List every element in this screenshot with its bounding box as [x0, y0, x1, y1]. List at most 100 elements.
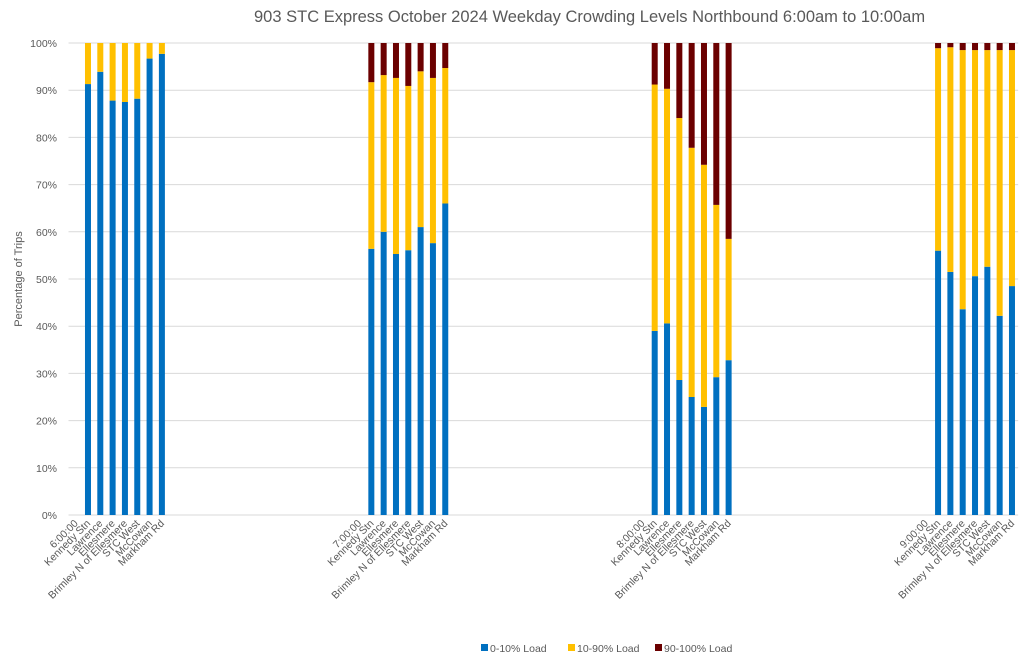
bar-segment-10-90-load: [84, 43, 91, 85]
bar-segment-0-10-load: [651, 330, 658, 515]
bar-segment-10-90-load: [429, 77, 436, 244]
y-tick-label: 80%: [36, 132, 57, 144]
bar-segment-10-90-load: [392, 77, 399, 254]
bar-segment-0-10-load: [972, 276, 979, 515]
bar-segment-0-10-load: [158, 53, 165, 516]
bar-segment-90-100-load: [1008, 43, 1015, 51]
bar-segment-0-10-load: [935, 250, 942, 515]
bar-segment-0-10-load: [442, 203, 449, 516]
bar-segment-0-10-load: [984, 266, 991, 515]
y-tick-label: 50%: [36, 274, 57, 286]
bar-segment-10-90-load: [947, 47, 954, 272]
bar-segment-10-90-load: [1008, 50, 1015, 287]
bar-segment-90-100-load: [429, 43, 436, 78]
bar-segment-10-90-load: [368, 82, 375, 249]
bar-segment-10-90-load: [725, 238, 732, 361]
bar-segment-0-10-load: [134, 98, 141, 516]
bar-segment-10-90-load: [713, 204, 720, 378]
bar-segment-10-90-load: [676, 118, 683, 381]
bar-segment-10-90-load: [442, 68, 449, 204]
chart-title: 903 STC Express October 2024 Weekday Cro…: [254, 8, 925, 26]
bar-segment-90-100-load: [688, 43, 695, 148]
bar-segment-90-100-load: [380, 43, 387, 76]
bar-segment-0-10-load: [688, 397, 695, 515]
bar-segment-0-10-load: [959, 309, 966, 515]
bar-segment-10-90-load: [688, 147, 695, 397]
bar-segment-90-100-load: [664, 43, 671, 89]
bar-segment-0-10-load: [417, 227, 424, 515]
y-axis-title: Percentage of Trips: [13, 231, 25, 327]
legend-label: 90-100% Load: [664, 643, 732, 655]
bar-segment-10-90-load: [996, 50, 1003, 316]
legend-swatch: [568, 644, 575, 651]
bar-segment-0-10-load: [368, 248, 375, 516]
bar-segment-0-10-load: [84, 84, 91, 516]
bar-segment-10-90-load: [97, 43, 104, 72]
bar-segment-90-100-load: [676, 43, 683, 119]
bar-segment-90-100-load: [392, 43, 399, 78]
y-tick-label: 20%: [36, 416, 57, 428]
bar-segment-0-10-load: [405, 250, 412, 515]
bar-segment-10-90-load: [121, 43, 128, 102]
bar-segment-0-10-load: [429, 243, 436, 516]
legend: 0-10% Load 10-90% Load 90-100% Load: [481, 643, 732, 655]
bar-segment-0-10-load: [392, 253, 399, 515]
bar-segment-90-100-load: [700, 43, 707, 165]
legend-swatch: [655, 644, 662, 651]
bar-segment-90-100-load: [984, 43, 991, 51]
bar-segment-10-90-load: [984, 50, 991, 267]
bar-segment-10-90-load: [109, 43, 116, 101]
y-axis-ticks: 0% 10% 20% 30% 40% 50% 60% 70% 80% 90% 100%: [30, 38, 57, 522]
bar-segment-90-100-load: [935, 43, 942, 49]
bar-segment-0-10-load: [380, 231, 387, 516]
bar-segment-90-100-load: [725, 43, 732, 239]
bar-segment-90-100-load: [651, 43, 658, 85]
bar-segment-10-90-load: [651, 84, 658, 331]
bar-segment-0-10-load: [1008, 286, 1015, 515]
bar-segment-0-10-load: [109, 100, 116, 516]
legend-swatch: [481, 644, 488, 651]
legend-label: 10-90% Load: [577, 643, 640, 655]
bar-segment-90-100-load: [996, 43, 1003, 51]
bar-segment-0-10-load: [121, 102, 128, 515]
bar-segment-10-90-load: [146, 43, 153, 59]
bar-segment-90-100-load: [417, 43, 424, 72]
bar-segment-10-90-load: [417, 71, 424, 228]
bar-segment-90-100-load: [368, 43, 375, 83]
legend-label: 0-10% Load: [490, 643, 547, 655]
bar-segment-0-10-load: [996, 315, 1003, 515]
y-tick-label: 40%: [36, 321, 57, 333]
bar-segment-10-90-load: [935, 48, 942, 251]
bar-segment-10-90-load: [664, 88, 671, 324]
bar-segment-10-90-load: [959, 50, 966, 310]
bar-segment-0-10-load: [146, 58, 153, 516]
bar-segment-0-10-load: [713, 377, 720, 515]
bar-segment-0-10-load: [947, 271, 954, 515]
bar-segment-0-10-load: [97, 71, 104, 516]
bar-segment-10-90-load: [158, 43, 165, 54]
bar-segment-10-90-load: [405, 85, 412, 251]
y-tick-label: 10%: [36, 463, 57, 475]
bar-segment-0-10-load: [664, 323, 671, 515]
bar-segment-90-100-load: [405, 43, 412, 86]
bar-segment-10-90-load: [700, 164, 707, 407]
gridlines: [68, 42, 1019, 516]
bar-segment-10-90-load: [380, 75, 387, 232]
y-tick-label: 60%: [36, 227, 57, 239]
bar-segment-0-10-load: [725, 360, 732, 515]
y-tick-label: 30%: [36, 368, 57, 380]
bar-segment-10-90-load: [972, 50, 979, 277]
bars: [84, 43, 1015, 516]
bar-segment-90-100-load: [947, 43, 954, 48]
bar-segment-0-10-load: [676, 380, 683, 515]
bar-segment-90-100-load: [972, 43, 979, 51]
bar-segment-90-100-load: [713, 43, 720, 205]
bar-segment-90-100-load: [959, 43, 966, 51]
bar-segment-90-100-load: [442, 43, 449, 69]
bar-segment-0-10-load: [700, 406, 707, 515]
y-tick-label: 90%: [36, 85, 57, 97]
y-tick-label: 0%: [42, 510, 57, 522]
y-tick-label: 100%: [30, 38, 57, 50]
